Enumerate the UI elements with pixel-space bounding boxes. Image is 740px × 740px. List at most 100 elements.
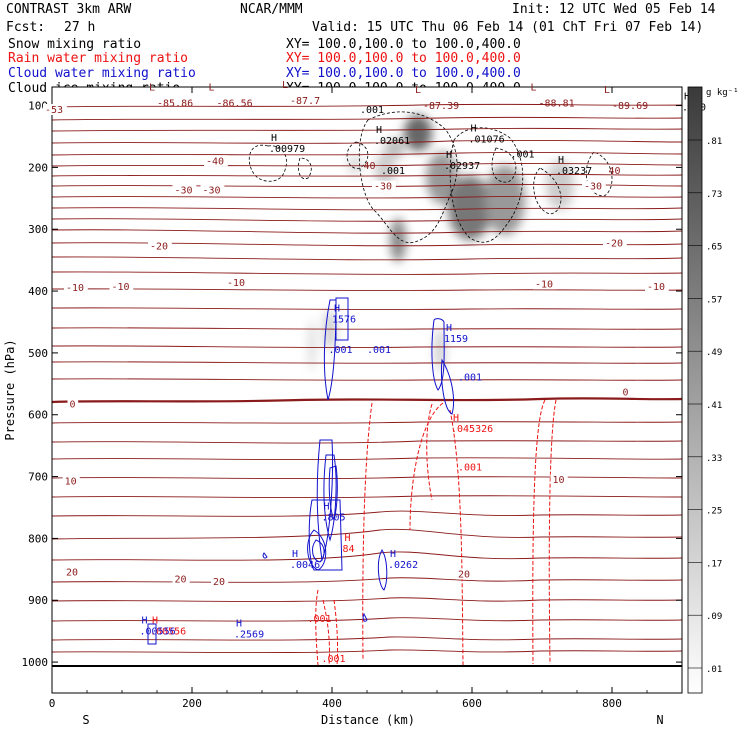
rain-contour <box>362 402 373 661</box>
temp-contour-label: 20 <box>213 577 225 588</box>
rain-contour <box>426 403 433 501</box>
cloudwater-max-value-h-marker: H <box>142 615 148 626</box>
temp-low-value: -88.81 <box>539 99 575 110</box>
y-axis-title: Pressure (hPa) <box>3 339 17 440</box>
snow-blob <box>385 138 405 158</box>
colorbar-tick-label: .57 <box>706 295 722 305</box>
snow-max-value-h-marker: H <box>446 150 452 161</box>
temp-isotherm <box>52 116 682 121</box>
temp-isotherm <box>52 495 682 499</box>
temp-isotherm <box>52 649 682 654</box>
temp-low-value: -86.56 <box>217 99 253 110</box>
temp-contour-label: 20 <box>458 569 470 580</box>
fcst-label: Fcst: <box>6 20 45 35</box>
x-tick-label: 200 <box>182 697 202 710</box>
x-tick-label: 0 <box>49 697 56 710</box>
cloudwater-max-value: .2569 <box>234 629 264 640</box>
temperature-contours <box>52 103 682 654</box>
temp-contour-label: 20 <box>175 574 187 585</box>
temp-isotherm <box>52 528 682 540</box>
y-tick-label: 600 <box>28 409 48 422</box>
temp-contour-label: 10 <box>553 475 565 486</box>
temp-isotherm <box>52 218 682 222</box>
field-xy: XY= 100.0,100.0 to 100.0,400.0 <box>286 66 521 81</box>
rain-max-value-h-marker: H <box>453 413 459 424</box>
y-tick-label: 900 <box>28 594 48 607</box>
snow-blob <box>375 152 395 188</box>
y-tick-label: 800 <box>28 532 48 545</box>
snow-max-value: .01076 <box>469 135 505 146</box>
temp-label-bg <box>64 566 82 578</box>
temp-label-bg <box>533 278 557 290</box>
temp-low-value: -85.86 <box>157 99 193 110</box>
temp-label-bg <box>64 282 88 294</box>
temp-label-bg <box>550 473 568 485</box>
x-tick-label: 400 <box>322 697 342 710</box>
snow-blob <box>347 155 363 175</box>
temp-label-bg <box>204 155 228 167</box>
y-tick-label: 500 <box>28 347 48 360</box>
temp-isotherm <box>52 476 682 480</box>
rain-max-value-h-marker: H <box>152 615 158 626</box>
temp-isotherm <box>52 307 682 311</box>
x-axis-title: Distance (km) <box>321 713 415 727</box>
temp-isotherm <box>52 440 682 444</box>
temp-isotherm <box>52 327 682 330</box>
temp-label-bg <box>211 575 229 587</box>
fcst-value: 27 h <box>64 20 95 35</box>
temp-low-marker: L <box>282 80 288 91</box>
cloud-water-contours <box>147 297 455 645</box>
snow-max-value: .03237 <box>556 166 592 177</box>
temp-isotherm <box>52 597 682 602</box>
temp-isotherm <box>52 229 682 234</box>
snow-max-value-h-marker: H <box>558 155 564 166</box>
rain-max-value: .00556 <box>150 626 186 637</box>
colorbar-tick-label: .17 <box>706 559 722 569</box>
contour-level-label: .001 <box>367 345 391 356</box>
temp-low-marker: L <box>604 85 610 96</box>
temp-isotherm <box>52 127 682 132</box>
temp-contour-label: -10 <box>535 279 553 290</box>
snow-blob <box>390 218 406 262</box>
contour-level-label: 40 <box>609 166 621 177</box>
temp-contour-label: -10 <box>647 282 665 293</box>
rain-contour <box>333 599 339 666</box>
temp-label-bg <box>582 180 606 192</box>
ice-contour <box>346 141 369 169</box>
rain-max-value: .045326 <box>451 424 493 435</box>
cloudwater-max-value-h-marker: H <box>236 618 242 629</box>
x-tick-label: 600 <box>462 697 482 710</box>
cloudwater-contour <box>441 358 455 415</box>
temp-label-bg <box>456 568 474 580</box>
temp-isotherm <box>52 173 682 177</box>
temp-low-value: -89.69 <box>612 101 648 112</box>
snow-blob <box>546 160 574 210</box>
temp-low-marker: L <box>149 83 155 94</box>
contour-level-label: .001 <box>360 105 384 116</box>
colorbar-tick-label: .41 <box>706 401 722 411</box>
temp-contour-label: -30 <box>584 182 602 193</box>
snow-shading <box>308 115 574 372</box>
cloudwater-contour <box>328 465 338 522</box>
temp-label-bg <box>109 280 134 292</box>
snow-max-value: .02937 <box>444 161 480 172</box>
temp-isotherm <box>52 271 682 275</box>
temp-contour-label: -10 <box>112 282 130 293</box>
x-tick-label: 800 <box>602 697 622 710</box>
temp-contour-label: -53 <box>45 105 63 116</box>
x-end-right-label: N <box>656 713 663 727</box>
temp-contour-label: -20 <box>150 242 168 253</box>
temp-low-marker: L <box>415 85 421 96</box>
rain-contour <box>532 399 546 665</box>
y-tick-label: 1000 <box>22 656 49 669</box>
colorbar: g kg⁻¹ .01 .09 .17 .25 .33 .41 .49 .57 .65 .73 .81 <box>687 86 739 694</box>
valid-time: Valid: 15 UTC Thu 06 Feb 14 (01 ChT Fri … <box>312 20 703 35</box>
cloudwater-contour <box>323 454 337 542</box>
colorbar-bar <box>687 86 703 694</box>
temp-contour-label: 0 <box>623 388 629 399</box>
cloudwater-contour <box>308 499 343 571</box>
cloudwater-max-value: .805 <box>322 512 346 523</box>
plot-background <box>52 87 682 693</box>
field-xy: XY= 100.0,100.0 to 100.0,400.0 <box>286 37 521 52</box>
